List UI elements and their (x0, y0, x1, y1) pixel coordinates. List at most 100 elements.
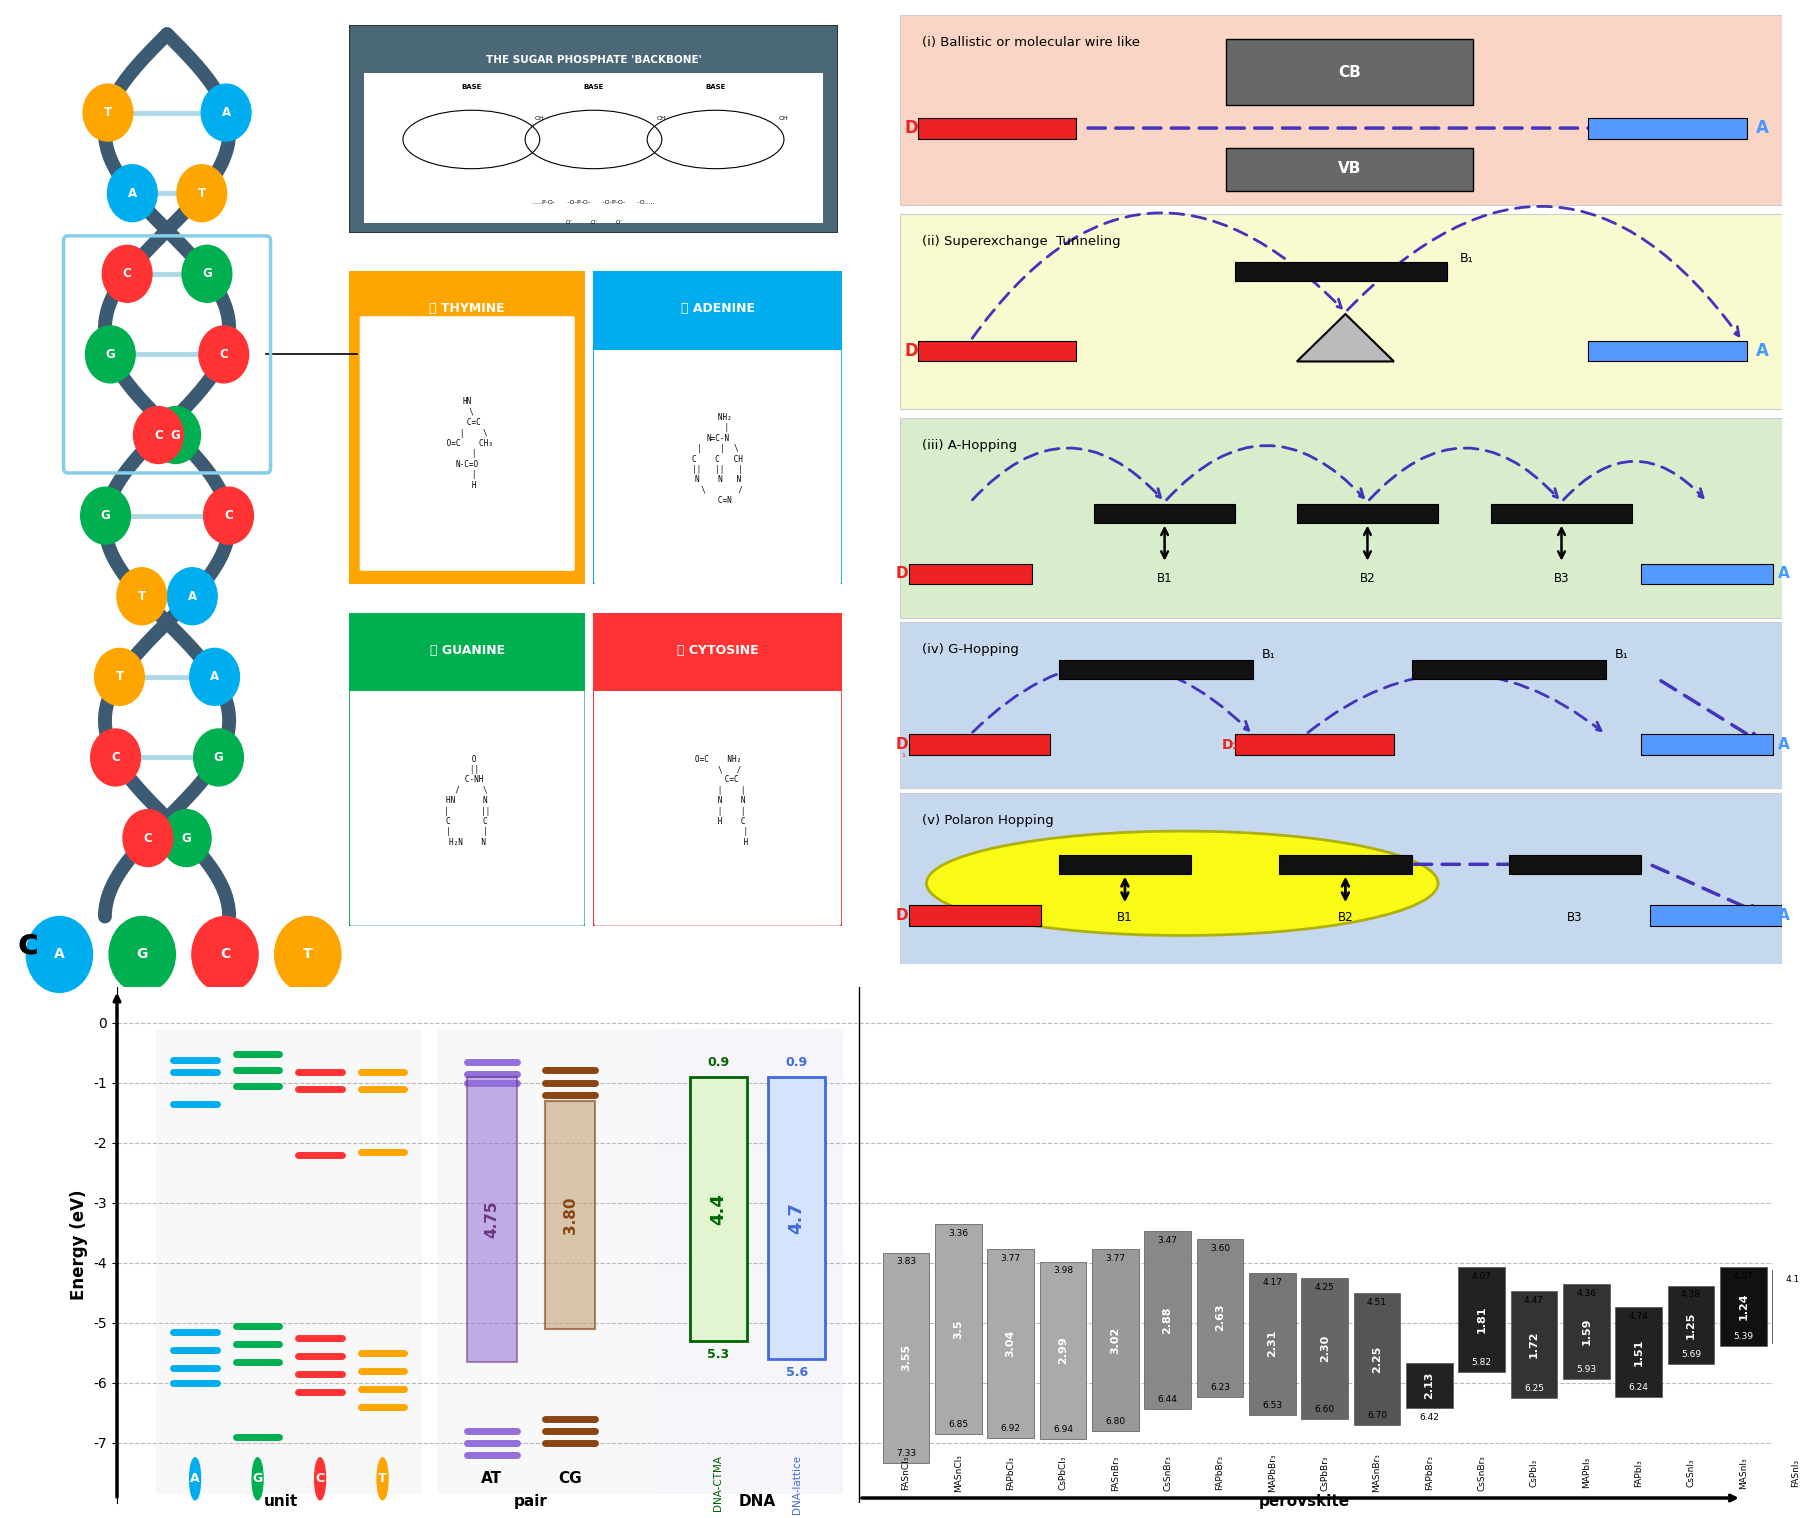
Text: 3.77: 3.77 (1001, 1254, 1021, 1263)
Text: 2.63: 2.63 (1215, 1304, 1226, 1331)
Text: 5.34: 5.34 (1786, 1330, 1800, 1339)
Text: D: D (896, 908, 909, 923)
Text: D: D (896, 566, 909, 581)
Polygon shape (1296, 314, 1393, 361)
Circle shape (378, 1457, 389, 1500)
Bar (900, 15, 1782, 205)
Circle shape (90, 729, 140, 786)
Text: (iii) A-Hopping: (iii) A-Hopping (922, 439, 1017, 452)
Text: T: T (378, 1472, 387, 1485)
Text: 0.9: 0.9 (707, 1057, 729, 1069)
Circle shape (275, 917, 340, 993)
Bar (1040, 1261, 1087, 1439)
Bar (1588, 340, 1746, 361)
Bar (1145, 1231, 1192, 1409)
Text: DNA-CTMA: DNA-CTMA (713, 1454, 724, 1510)
Bar (918, 117, 1076, 138)
Ellipse shape (927, 832, 1438, 935)
Text: 1.72: 1.72 (1528, 1331, 1539, 1359)
Circle shape (176, 165, 227, 222)
Bar (1411, 660, 1606, 680)
Text: B2: B2 (1359, 572, 1375, 584)
Circle shape (167, 568, 218, 625)
Circle shape (95, 648, 144, 706)
Text: CsPbCl₃: CsPbCl₃ (1058, 1456, 1067, 1491)
Bar (882, 1252, 929, 1463)
Text: 3.98: 3.98 (1053, 1266, 1073, 1275)
Circle shape (85, 326, 135, 383)
Text: 3.02: 3.02 (1111, 1327, 1120, 1354)
Circle shape (203, 487, 254, 543)
Text: G: G (214, 751, 223, 764)
Circle shape (162, 809, 211, 867)
Bar (655, 1029, 844, 1494)
Text: (i) Ballistic or molecular wire like: (i) Ballistic or molecular wire like (922, 36, 1139, 49)
Bar (1719, 1268, 1768, 1346)
Bar (909, 905, 1040, 926)
Text: MAPbBr₃: MAPbBr₃ (1267, 1454, 1276, 1492)
Circle shape (108, 165, 157, 222)
Circle shape (189, 648, 239, 706)
Circle shape (252, 1457, 263, 1500)
Text: (iv) G-Hopping: (iv) G-Hopping (922, 644, 1019, 656)
Text: G: G (182, 832, 191, 844)
Y-axis label: Energy (eV): Energy (eV) (70, 1190, 88, 1299)
Bar (1226, 149, 1474, 191)
Text: C: C (315, 1472, 324, 1485)
Text: A: A (128, 187, 137, 200)
Text: D: D (904, 342, 918, 360)
Text: 3.5: 3.5 (954, 1319, 963, 1339)
Text: unit: unit (265, 1494, 299, 1509)
Text: CsSnI₃: CsSnI₃ (1687, 1459, 1696, 1488)
Text: 2.30: 2.30 (1319, 1334, 1330, 1362)
Circle shape (151, 407, 200, 463)
Bar (545, 1101, 596, 1328)
Text: 6.70: 6.70 (1366, 1412, 1388, 1419)
Bar (1235, 263, 1447, 281)
Text: 4.36: 4.36 (1577, 1289, 1597, 1298)
Text: D₂: D₂ (1222, 738, 1240, 751)
Text: A: A (1778, 908, 1789, 923)
Text: MASnCl₃: MASnCl₃ (954, 1454, 963, 1492)
Text: 4.25: 4.25 (1314, 1283, 1334, 1292)
Text: A: A (1778, 738, 1789, 753)
Text: A: A (1755, 342, 1768, 360)
Text: MASnI₃: MASnI₃ (1739, 1457, 1748, 1489)
Text: 4.07: 4.07 (1472, 1272, 1492, 1281)
Circle shape (27, 917, 92, 993)
Text: 1.51: 1.51 (1634, 1339, 1643, 1366)
Text: C: C (144, 832, 153, 844)
Text: 5.6: 5.6 (785, 1366, 808, 1378)
Text: A: A (191, 1472, 200, 1485)
Circle shape (202, 83, 250, 141)
Bar (900, 214, 1782, 408)
Bar (437, 1029, 655, 1494)
Text: 7.33: 7.33 (896, 1448, 916, 1457)
Text: 4.47: 4.47 (1525, 1296, 1544, 1305)
Text: FAPbCl₃: FAPbCl₃ (1006, 1456, 1015, 1489)
Text: 4.4: 4.4 (709, 1193, 727, 1225)
Bar (1058, 660, 1253, 680)
Text: 1.59: 1.59 (1582, 1318, 1591, 1345)
Bar (1094, 504, 1235, 522)
Text: 6.92: 6.92 (1001, 1424, 1021, 1433)
Text: G: G (202, 267, 212, 281)
Bar (1615, 1307, 1661, 1397)
Text: CG: CG (558, 1471, 581, 1486)
Bar (900, 419, 1782, 618)
Text: 4.38: 4.38 (1681, 1290, 1701, 1299)
Text: 5.3: 5.3 (707, 1348, 729, 1362)
Text: T: T (139, 589, 146, 603)
Text: perovskite: perovskite (1258, 1494, 1350, 1509)
Text: VB: VB (1337, 161, 1361, 176)
Text: T: T (115, 671, 124, 683)
Text: T: T (104, 106, 112, 118)
Bar (466, 1076, 517, 1362)
Text: CB: CB (1339, 65, 1361, 79)
Text: 6.44: 6.44 (1157, 1395, 1177, 1404)
Text: 3.55: 3.55 (902, 1343, 911, 1371)
Circle shape (83, 83, 133, 141)
Text: FAPbI₃: FAPbI₃ (1634, 1459, 1643, 1486)
Text: 3.77: 3.77 (1105, 1254, 1125, 1263)
Text: b: b (873, 0, 900, 6)
